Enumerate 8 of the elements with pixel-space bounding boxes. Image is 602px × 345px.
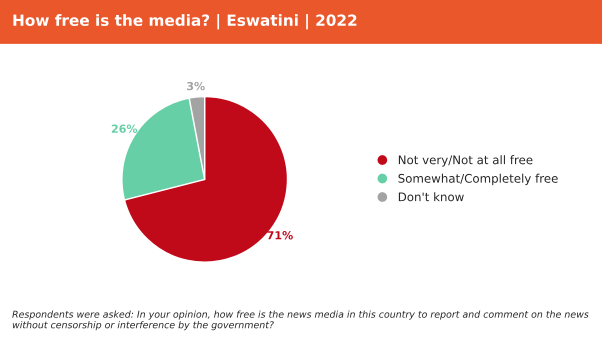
data-label: 26% (112, 124, 138, 133)
legend-label: Not very/Not at all free (398, 155, 532, 167)
data-label: 3% (187, 82, 205, 90)
legend-label: Somewhat/Completely free (398, 174, 558, 186)
chart-title: How free is the media? | Eswatini | 2022 (13, 14, 356, 30)
text: Respondents were asked: In your opinion, how free is the news media in this country to report and comment on the news without censorship or interference by the government? (12, 310, 589, 330)
data-label: 71% (267, 231, 293, 240)
legend-label: Don't know (398, 192, 464, 202)
